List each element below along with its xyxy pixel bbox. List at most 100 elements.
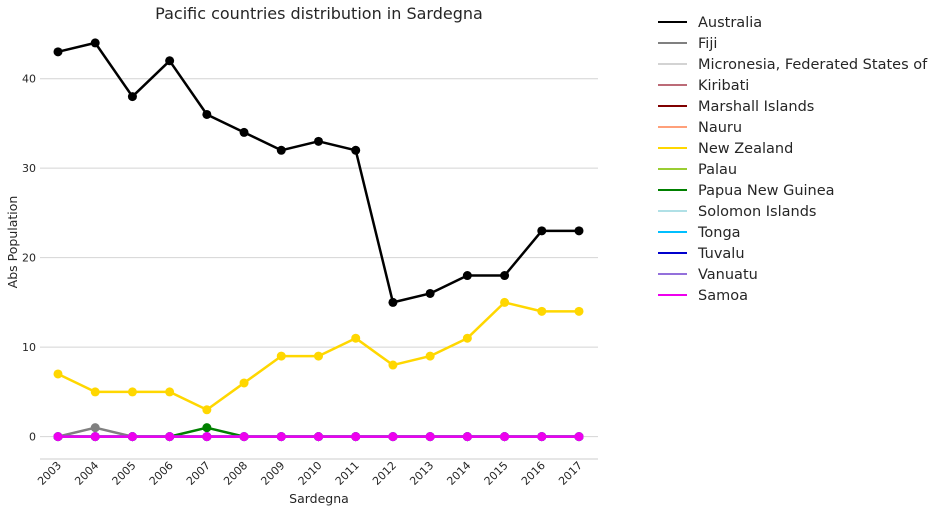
series-samoa — [53, 432, 584, 442]
x-tick-label: 2013 — [407, 459, 436, 488]
legend-label: Kiribati — [698, 78, 749, 94]
data-point — [388, 360, 398, 370]
legend-label: New Zealand — [698, 141, 793, 157]
data-point — [165, 432, 175, 442]
data-point — [90, 38, 100, 48]
legend-label: Solomon Islands — [698, 204, 816, 220]
data-point — [425, 288, 435, 298]
data-point — [425, 432, 435, 442]
data-point — [500, 297, 510, 307]
legend-label: Micronesia, Federated States of — [698, 57, 928, 73]
data-point — [537, 226, 547, 236]
x-tick-label: 2006 — [147, 459, 176, 488]
y-axis-label: Abs Population — [5, 196, 20, 289]
data-point — [53, 47, 63, 57]
legend: Australia Fiji Micronesia, Federated State… — [658, 15, 928, 304]
data-point — [500, 271, 510, 281]
data-point — [127, 432, 137, 442]
legend-label: Vanuatu — [698, 267, 758, 283]
legend-item: Fiji — [658, 36, 717, 52]
series-lines — [53, 38, 584, 442]
y-tick-label: 10 — [22, 341, 36, 354]
legend-item: Micronesia, Federated States of — [658, 57, 928, 73]
data-point — [388, 297, 398, 307]
legend-item: Tuvalu — [658, 246, 745, 262]
data-point — [351, 432, 361, 442]
x-axis-ticks: 2003 2004 2005 2006 2007 2008 2009 2010 2011 2012… — [35, 459, 585, 488]
legend-label: Fiji — [698, 36, 717, 52]
data-point — [202, 432, 212, 442]
legend-item: Marshall Islands — [658, 99, 814, 115]
legend-item: Tonga — [658, 225, 741, 241]
data-point — [127, 387, 137, 397]
data-point — [314, 136, 323, 146]
data-point — [202, 405, 212, 415]
data-point — [574, 226, 584, 236]
y-tick-label: 30 — [22, 162, 36, 175]
x-tick-label: 2010 — [296, 459, 325, 488]
data-point — [90, 423, 100, 433]
x-tick-label: 2014 — [444, 459, 473, 488]
data-point — [165, 387, 175, 397]
y-tick-label: 0 — [29, 431, 36, 444]
legend-item: Samoa — [658, 288, 748, 304]
x-tick-label: 2017 — [556, 459, 585, 488]
x-tick-label: 2005 — [110, 459, 139, 488]
legend-label: Samoa — [698, 288, 748, 304]
data-point — [53, 432, 63, 442]
data-point — [165, 56, 175, 66]
legend-item: Palau — [658, 162, 737, 178]
data-point — [127, 92, 137, 102]
legend-item: Nauru — [658, 120, 742, 136]
data-point — [351, 145, 361, 155]
data-point — [239, 378, 249, 388]
x-tick-label: 2008 — [221, 459, 250, 488]
grid-lines — [40, 78, 598, 438]
data-point — [276, 145, 286, 155]
series-australia — [53, 38, 584, 307]
data-point — [276, 351, 286, 361]
data-point — [574, 432, 584, 442]
legend-label: Nauru — [698, 120, 742, 136]
data-point — [314, 351, 323, 361]
x-tick-label: 2012 — [370, 459, 399, 488]
y-tick-label: 20 — [22, 252, 36, 265]
data-point — [314, 432, 323, 442]
data-point — [462, 432, 472, 442]
data-point — [202, 423, 212, 433]
data-point — [462, 333, 472, 343]
data-point — [202, 109, 212, 119]
data-point — [276, 432, 286, 442]
data-point — [388, 432, 398, 442]
series-line — [56, 41, 581, 304]
data-point — [537, 432, 547, 442]
x-tick-label: 2003 — [35, 459, 64, 488]
data-point — [53, 369, 63, 379]
data-point — [574, 306, 584, 316]
legend-label: Tonga — [697, 225, 741, 241]
data-point — [351, 333, 361, 343]
legend-label: Palau — [698, 162, 737, 178]
data-point — [90, 432, 100, 442]
x-tick-label: 2011 — [333, 459, 362, 488]
data-point — [500, 432, 510, 442]
data-point — [239, 432, 249, 442]
y-tick-label: 40 — [22, 73, 36, 86]
x-axis-label: Sardegna — [289, 491, 349, 506]
data-point — [425, 351, 435, 361]
x-tick-label: 2015 — [482, 459, 511, 488]
legend-label: Marshall Islands — [698, 99, 814, 115]
legend-item: New Zealand — [658, 141, 793, 157]
chart-title: Pacific countries distribution in Sardeg… — [155, 4, 483, 23]
legend-item: Solomon Islands — [658, 204, 816, 220]
legend-label: Papua New Guinea — [698, 183, 835, 199]
x-tick-label: 2004 — [72, 459, 101, 488]
legend-item: Kiribati — [658, 78, 749, 94]
data-point — [239, 127, 249, 137]
x-tick-label: 2016 — [519, 459, 548, 488]
legend-label: Australia — [698, 15, 762, 31]
legend-label: Tuvalu — [697, 246, 745, 262]
data-point — [537, 306, 547, 316]
y-axis-ticks: 0 10 20 30 40 — [22, 73, 36, 444]
